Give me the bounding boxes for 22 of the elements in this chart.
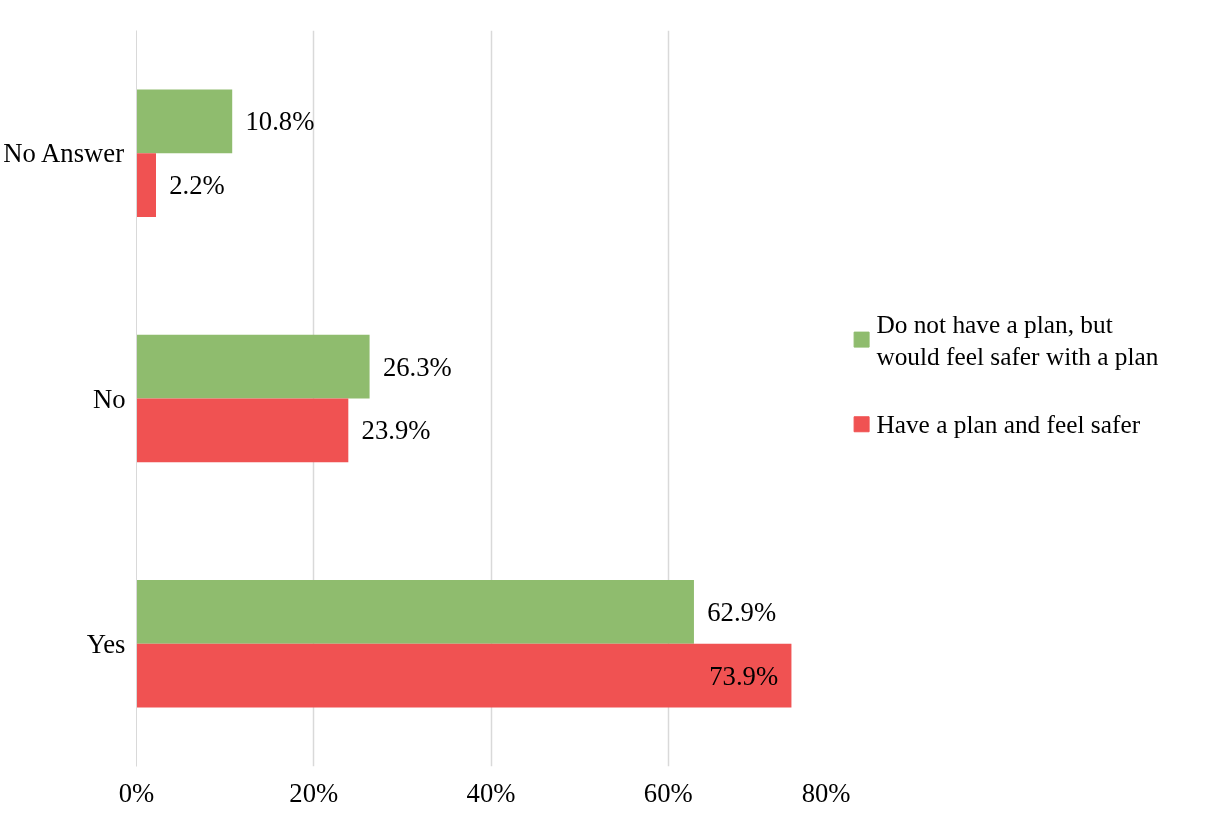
bar bbox=[136, 398, 349, 463]
y-tick-label: No Answer bbox=[3, 138, 125, 169]
legend-label: Do not have a plan, but would feel safer with a plan bbox=[876, 309, 1159, 370]
data-label: 62.9% bbox=[707, 596, 777, 627]
data-label: 73.9% bbox=[709, 660, 779, 691]
y-tick-label: Yes bbox=[86, 628, 126, 659]
data-label: 23.9% bbox=[361, 415, 431, 446]
data-label: 10.8% bbox=[245, 106, 315, 137]
x-tick-label: 40% bbox=[466, 777, 516, 808]
x-tick-label: 60% bbox=[643, 777, 693, 808]
x-tick-label: 20% bbox=[289, 777, 339, 808]
x-tick-label: 0% bbox=[118, 777, 155, 808]
y-tick-label: No bbox=[92, 383, 126, 414]
legend-label: Have a plan and feel safer bbox=[876, 410, 1141, 439]
bar bbox=[136, 334, 370, 399]
data-label: 2.2% bbox=[169, 170, 225, 201]
bar bbox=[136, 580, 694, 644]
bar bbox=[136, 643, 792, 708]
data-label: 26.3% bbox=[382, 351, 452, 382]
bar bbox=[136, 153, 156, 217]
bar bbox=[136, 89, 233, 154]
x-tick-label: 80% bbox=[801, 777, 851, 808]
